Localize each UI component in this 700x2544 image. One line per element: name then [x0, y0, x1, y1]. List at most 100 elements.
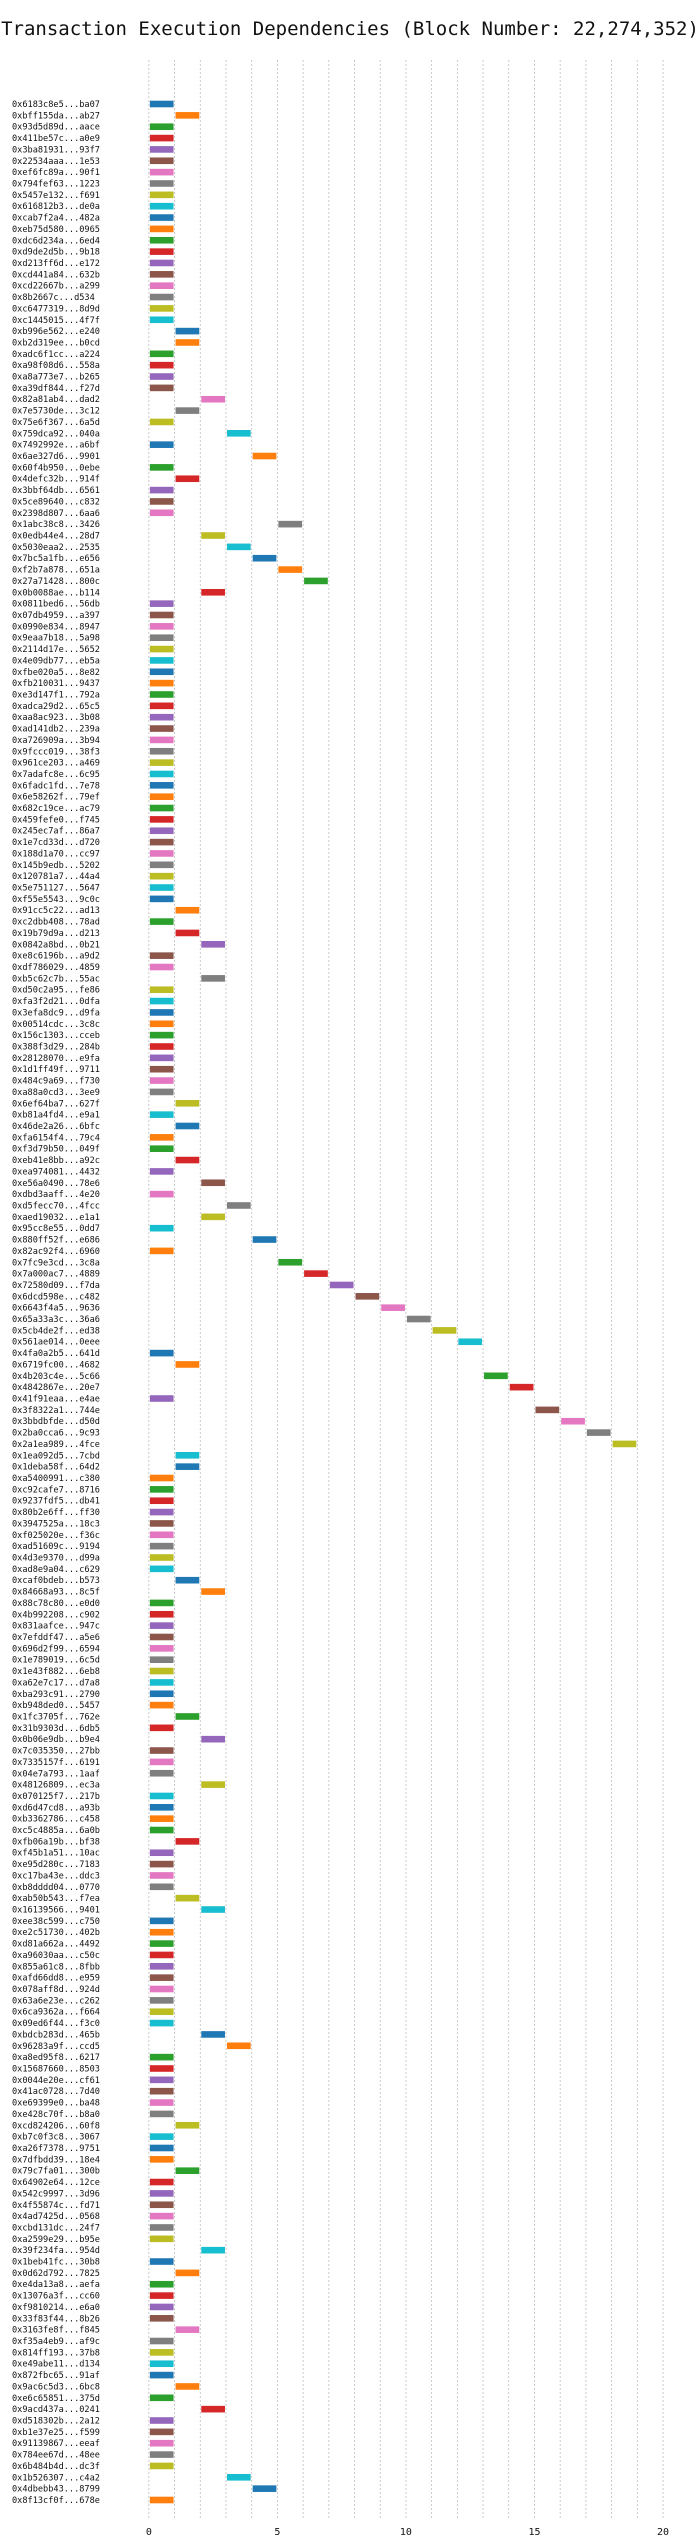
- tx-label: 0x64902e64...12ce: [12, 2178, 100, 2188]
- tx-bar: [175, 1361, 200, 1368]
- tx-label: 0xfa3f2d21...0dfa: [12, 997, 100, 1007]
- tx-bar: [149, 1804, 174, 1811]
- tx-bar: [149, 1531, 174, 1539]
- tx-label: 0xad51609c...9194: [12, 1542, 100, 1552]
- tx-bar: [149, 1758, 174, 1766]
- tx-bar: [201, 941, 225, 948]
- tx-label: 0xef6fc89a...90f1: [12, 168, 100, 178]
- tx-bar: [149, 2496, 174, 2504]
- tx-bar: [149, 1769, 174, 1777]
- tx-bar: [149, 2099, 174, 2106]
- tx-bar: [149, 157, 174, 165]
- tx-bar: [149, 793, 174, 800]
- tx-label: 0x5ce89640...c832: [12, 497, 100, 507]
- tx-label: 0xe69399e0...ba48: [12, 2099, 100, 2109]
- tx-label: 0xd213ff6d...e172: [12, 259, 100, 269]
- tx-bar: [149, 2417, 174, 2424]
- tx-label: 0x39f234fa...954d: [12, 2246, 100, 2256]
- tx-bar: [149, 2087, 174, 2095]
- tx-label: 0xe8c6196b...a9d2: [12, 952, 100, 962]
- tx-label: 0x31b9303d...6db5: [12, 1724, 100, 1734]
- tx-label: 0xdc6d234a...6ed4: [12, 236, 100, 246]
- tx-bar: [149, 1610, 174, 1618]
- tx-bar: [149, 1792, 174, 1800]
- tx-bar: [149, 2428, 174, 2436]
- tx-label: 0x484c9a69...f730: [12, 1077, 100, 1087]
- tx-bar: [149, 509, 174, 517]
- tx-bar: [175, 407, 200, 414]
- tx-bar: [149, 872, 174, 880]
- tx-bar: [149, 1701, 174, 1709]
- x-tick-label: 5: [274, 2527, 280, 2538]
- tx-label: 0xb2d319ee...b0cd: [12, 338, 100, 348]
- tx-label: 0x4d3e9370...d99a: [12, 1553, 100, 1563]
- tx-label: 0x1abc38c8...3426: [12, 520, 100, 530]
- tx-bar: [149, 1088, 174, 1096]
- tx-bar: [381, 1304, 405, 1311]
- x-tick-label: 0: [146, 2527, 152, 2538]
- tx-label: 0xcbd131dc...24f7: [12, 2223, 100, 2233]
- tx-bar: [149, 1645, 174, 1652]
- tx-bar: [149, 214, 174, 221]
- tx-bar: [149, 782, 174, 789]
- tx-label: 0x4fa0a2b5...641d: [12, 1349, 100, 1359]
- tx-bar: [149, 861, 174, 869]
- tx-label: 0x3f8322a1...744e: [12, 1406, 100, 1416]
- tx-label: 0x7492992e...a6bf: [12, 441, 100, 451]
- tx-label: 0x7e5730de...3c12: [12, 407, 100, 417]
- tx-label: 0xd6d47cd8...a93b: [12, 1803, 100, 1813]
- tx-label: 0xd50c2a95...fe86: [12, 986, 100, 996]
- tx-label: 0xe3d147f1...792a: [12, 690, 100, 700]
- tx-label: 0x4ad7425d...0568: [12, 2212, 100, 2222]
- tx-label: 0x1ea092d5...7cbd: [12, 1451, 100, 1461]
- tx-label: 0x6ae327d6...9901: [12, 452, 100, 462]
- tx-bar: [252, 452, 277, 460]
- tx-bar: [149, 1724, 174, 1732]
- tx-bar: [149, 1633, 174, 1641]
- tx-bar: [226, 543, 251, 551]
- tx-label: 0x1fc3705f...762e: [12, 1712, 100, 1722]
- tx-bar: [149, 1486, 174, 1493]
- tx-bar: [149, 634, 174, 642]
- x-tick-labels: 0 5 10 15 20: [146, 2527, 669, 2538]
- tx-bar: [149, 2451, 174, 2458]
- tx-label: 0x15687660...8503: [12, 2064, 100, 2074]
- tx-label: 0x63a6e23e...c262: [12, 1996, 100, 2006]
- tx-label: 0x9ac6c5d3...6bc8: [12, 2382, 100, 2392]
- tx-bar: [149, 827, 174, 835]
- tx-label: 0x27a71428...800c: [12, 577, 100, 587]
- tx-bar: [201, 2246, 225, 2254]
- tx-label: 0x6719fc00...4682: [12, 1360, 100, 1370]
- tx-bar: [149, 2019, 174, 2027]
- tx-bar: [149, 1849, 174, 1857]
- tx-bar: [201, 1588, 225, 1595]
- tx-label: 0x156c1303...cceb: [12, 1031, 100, 1041]
- tx-label: 0x6ef64ba7...627f: [12, 1099, 100, 1109]
- tx-bar: [149, 645, 174, 653]
- tx-label: 0xe56a0490...78e6: [12, 1179, 100, 1189]
- tx-label: 0xa26f7378...9751: [12, 2144, 100, 2154]
- tx-label: 0xdf786029...4859: [12, 963, 100, 973]
- tx-bar: [149, 759, 174, 766]
- tx-bar: [175, 1122, 200, 1130]
- tx-label: 0x19b79d9a...d213: [12, 929, 100, 939]
- tx-bar: [175, 475, 200, 483]
- tx-label: 0x784ee67d...48ee: [12, 2451, 100, 2461]
- tx-label: 0x5e751127...5647: [12, 884, 100, 894]
- tx-bar: [149, 657, 174, 664]
- tx-bar: [535, 1406, 560, 1414]
- tx-bar: [175, 1713, 200, 1720]
- tx-label: 0x0b0088ae...b114: [12, 588, 100, 598]
- tx-bar: [278, 566, 303, 573]
- tx-bar: [149, 1872, 174, 1879]
- tx-label: 0x95cc8e55...0dd7: [12, 1224, 100, 1234]
- tx-label: 0xeb75d580...0965: [12, 225, 100, 235]
- tx-label: 0xcaf0bdeb...b573: [12, 1576, 100, 1586]
- tx-bar: [149, 1826, 174, 1834]
- tx-bar: [149, 895, 174, 903]
- tx-label: 0xf45b1a51...10ac: [12, 1849, 100, 1859]
- tx-label: 0x696d2f99...6594: [12, 1644, 100, 1654]
- tx-bar: [149, 2178, 174, 2186]
- tx-label: 0xfa6154f4...79c4: [12, 1133, 100, 1143]
